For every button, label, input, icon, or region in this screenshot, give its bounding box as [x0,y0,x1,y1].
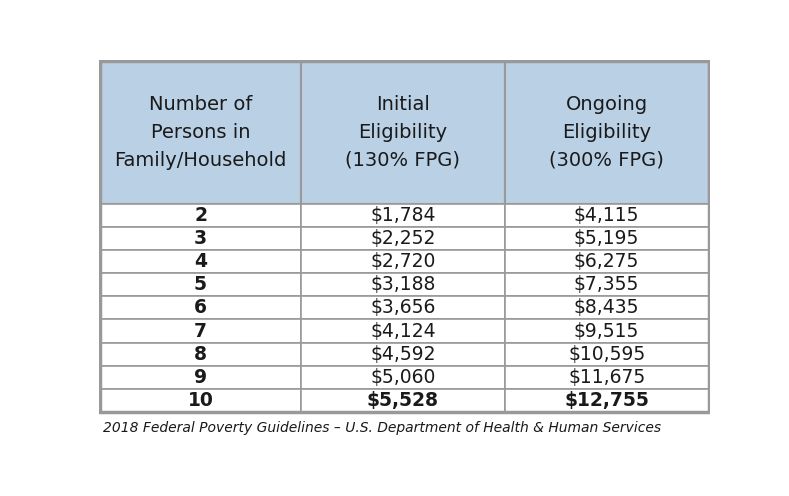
FancyBboxPatch shape [505,61,709,203]
Text: $10,595: $10,595 [568,345,645,364]
Text: $9,515: $9,515 [574,321,639,341]
Text: 2: 2 [194,206,207,225]
FancyBboxPatch shape [505,389,709,412]
FancyBboxPatch shape [301,366,505,389]
Text: 2018 Federal Poverty Guidelines – U.S. Department of Health & Human Services: 2018 Federal Poverty Guidelines – U.S. D… [103,421,661,435]
FancyBboxPatch shape [100,343,301,366]
Text: $2,720: $2,720 [370,252,436,271]
Text: $1,784: $1,784 [370,206,436,225]
FancyBboxPatch shape [100,366,301,389]
Text: $4,592: $4,592 [370,345,436,364]
Text: $11,675: $11,675 [568,368,645,387]
FancyBboxPatch shape [301,319,505,343]
FancyBboxPatch shape [100,250,301,273]
Text: $4,115: $4,115 [574,206,639,225]
Text: 7: 7 [194,321,207,341]
Text: $6,275: $6,275 [574,252,639,271]
FancyBboxPatch shape [100,389,301,412]
FancyBboxPatch shape [505,227,709,250]
FancyBboxPatch shape [301,61,505,203]
Text: $3,188: $3,188 [370,275,436,294]
Text: 3: 3 [194,229,208,248]
FancyBboxPatch shape [301,389,505,412]
Text: $4,124: $4,124 [370,321,436,341]
FancyBboxPatch shape [505,296,709,319]
Text: $12,755: $12,755 [564,391,649,410]
FancyBboxPatch shape [100,273,301,296]
FancyBboxPatch shape [505,203,709,227]
FancyBboxPatch shape [301,296,505,319]
FancyBboxPatch shape [301,250,505,273]
Text: $5,195: $5,195 [574,229,639,248]
FancyBboxPatch shape [505,366,709,389]
FancyBboxPatch shape [100,227,301,250]
Text: $5,060: $5,060 [370,368,436,387]
Text: 8: 8 [194,345,207,364]
FancyBboxPatch shape [505,319,709,343]
Text: Initial
Eligibility
(130% FPG): Initial Eligibility (130% FPG) [346,95,460,170]
FancyBboxPatch shape [100,61,301,203]
FancyBboxPatch shape [505,343,709,366]
Text: 9: 9 [194,368,208,387]
FancyBboxPatch shape [505,273,709,296]
FancyBboxPatch shape [100,296,301,319]
Text: Number of
Persons in
Family/Household: Number of Persons in Family/Household [114,95,286,170]
Text: Ongoing
Eligibility
(300% FPG): Ongoing Eligibility (300% FPG) [549,95,664,170]
Text: $8,435: $8,435 [574,299,639,317]
Text: $3,656: $3,656 [370,299,436,317]
FancyBboxPatch shape [301,273,505,296]
Text: $2,252: $2,252 [370,229,436,248]
FancyBboxPatch shape [100,203,301,227]
Text: 4: 4 [194,252,207,271]
FancyBboxPatch shape [301,227,505,250]
Text: $7,355: $7,355 [574,275,639,294]
FancyBboxPatch shape [505,250,709,273]
FancyBboxPatch shape [100,319,301,343]
Text: 5: 5 [194,275,207,294]
Text: 10: 10 [188,391,214,410]
FancyBboxPatch shape [301,343,505,366]
Text: $5,528: $5,528 [367,391,439,410]
FancyBboxPatch shape [301,203,505,227]
Text: 6: 6 [194,299,207,317]
